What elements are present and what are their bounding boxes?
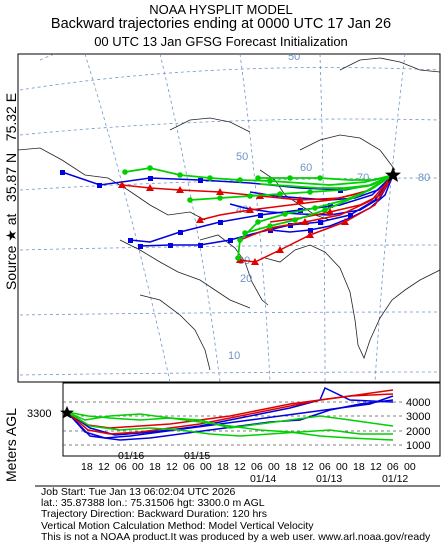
date-label: 01/12 bbox=[382, 473, 408, 485]
date-label: 01/13 bbox=[316, 473, 342, 485]
source-star-icon bbox=[385, 167, 401, 182]
job-info: Job Start: Tue Jan 13 06:02:04 UTC 2026 … bbox=[41, 486, 441, 543]
plot-title: Backward trajectories ending at 0000 UTC… bbox=[50, 16, 392, 32]
disclaimer: This is not a NOAA product.It was produc… bbox=[41, 530, 431, 543]
height-tick: 3000 bbox=[406, 411, 430, 423]
hour-tick: 12 bbox=[234, 461, 246, 473]
vertical-motion-method: Vertical Motion Calculation Method: Mode… bbox=[41, 519, 314, 532]
trajectory-direction: Trajectory Direction: Backward Duration:… bbox=[41, 508, 268, 521]
hour-tick: 00 bbox=[268, 461, 280, 473]
source-location: lat.: 35.87388 lon.: 75.31506 hgt: 3300.… bbox=[41, 497, 265, 510]
lat-label: 60 bbox=[300, 162, 312, 174]
hour-tick: 00 bbox=[336, 461, 348, 473]
hour-tick: 06 bbox=[319, 461, 331, 473]
hour-tick: 18 bbox=[353, 461, 365, 473]
profile-trajectories bbox=[66, 386, 394, 441]
hour-tick: 06 bbox=[251, 461, 263, 473]
trajectories-blue bbox=[61, 171, 394, 247]
date-label: 01/15 bbox=[184, 450, 210, 462]
profile-start-star-icon bbox=[60, 406, 74, 419]
hour-tick: 18 bbox=[149, 461, 161, 473]
date-label: 01/16 bbox=[118, 450, 144, 462]
trajectories-green bbox=[124, 167, 394, 259]
hour-tick: 12 bbox=[166, 461, 178, 473]
hour-tick: 12 bbox=[302, 461, 314, 473]
profile-hour-ticks: 18 12 06 00 18 12 06 00 18 12 06 00 18 1… bbox=[81, 461, 416, 473]
height-tick: 4000 bbox=[406, 397, 430, 409]
hour-tick: 00 bbox=[132, 461, 144, 473]
height-tick: 2000 bbox=[406, 426, 430, 438]
start-height-label: 3300 bbox=[27, 408, 51, 420]
profile-height-ticks: 4000 3000 2000 1000 bbox=[406, 397, 430, 452]
lat-label: 10 bbox=[228, 350, 240, 362]
lat-label: 50 bbox=[288, 51, 300, 63]
hour-tick: 18 bbox=[285, 461, 297, 473]
hour-tick: 00 bbox=[404, 461, 416, 473]
profile-date-labels: 01/16 01/15 01/14 01/13 01/12 bbox=[118, 450, 408, 485]
hour-tick: 06 bbox=[183, 461, 195, 473]
map-frame bbox=[17, 53, 441, 383]
hour-tick: 12 bbox=[370, 461, 382, 473]
trajectory-points-green bbox=[122, 165, 328, 261]
map-graticule bbox=[19, 54, 440, 382]
hour-tick: 12 bbox=[98, 461, 110, 473]
hour-tick: 06 bbox=[115, 461, 127, 473]
job-start: Job Start: Tue Jan 13 06:02:04 UTC 2026 bbox=[41, 486, 236, 498]
hour-tick: 06 bbox=[387, 461, 399, 473]
lat-label: 20 bbox=[240, 273, 252, 285]
hour-tick: 00 bbox=[200, 461, 212, 473]
forecast-init: 00 UTC 13 Jan GFSG Forecast Initializati… bbox=[94, 34, 348, 49]
lat-label: 50 bbox=[236, 151, 248, 163]
lon-label: 80 bbox=[418, 172, 430, 184]
height-tick: 1000 bbox=[406, 440, 430, 452]
date-label: 01/14 bbox=[250, 473, 276, 485]
hour-tick: 18 bbox=[81, 461, 93, 473]
model-name: NOAA HYSPLIT MODEL bbox=[149, 2, 293, 17]
profile-frame bbox=[62, 382, 441, 457]
hour-tick: 18 bbox=[217, 461, 229, 473]
